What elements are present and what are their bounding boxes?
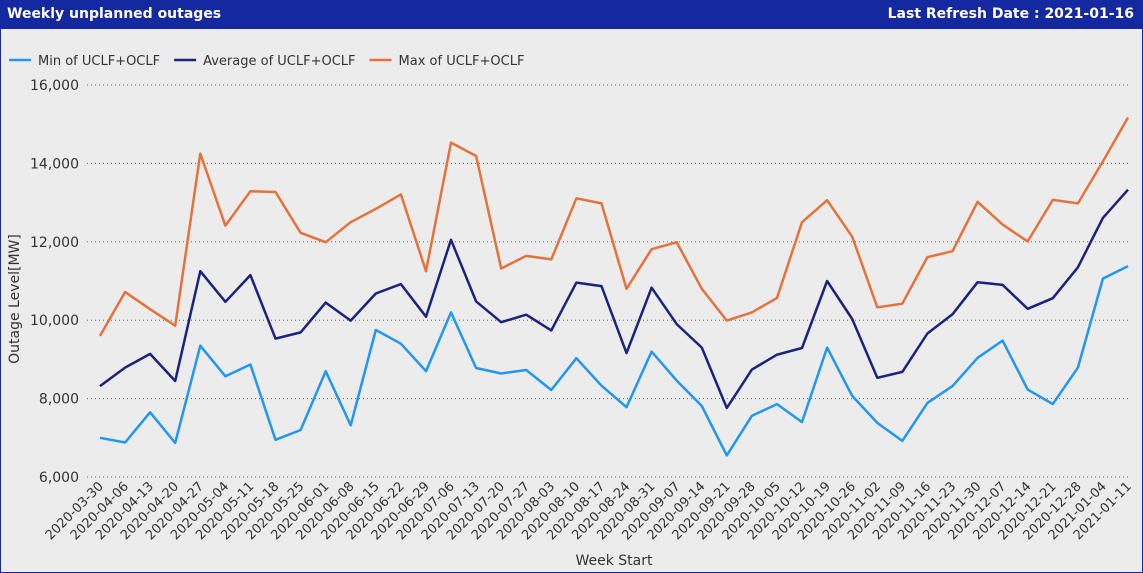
series-line-min — [99, 264, 1129, 457]
legend-label-min: Min of UCLF+OCLF — [38, 54, 160, 69]
x-axis-title: Week Start — [575, 553, 653, 569]
y-axis-title: Outage Level[MW] — [7, 234, 23, 364]
refresh-date: 2021-01-16 — [1044, 6, 1134, 22]
report-title: Weekly unplanned outages — [7, 6, 222, 22]
legend-label-max: Max of UCLF+OCLF — [399, 54, 525, 69]
last-refresh: Last Refresh Date : 2021-01-16 — [888, 6, 1134, 22]
legend-label-average: Average of UCLF+OCLF — [203, 54, 355, 69]
report-header: Weekly unplanned outages Last Refresh Da… — [1, 1, 1142, 29]
x-axis: 2020-03-302020-04-062020-04-132020-04-20… — [43, 479, 1135, 543]
refresh-label: Last Refresh Date : — [887, 6, 1040, 22]
chart-series — [98, 116, 1130, 457]
y-tick-label: 14,000 — [30, 156, 79, 172]
outage-line-chart: Min of UCLF+OCLF Average of UCLF+OCLF Max … — [7, 54, 1135, 569]
y-tick-label: 12,000 — [30, 235, 79, 251]
y-tick-label: 6,000 — [39, 470, 79, 486]
chart-legend: Min of UCLF+OCLF Average of UCLF+OCLF Max … — [9, 54, 524, 69]
series-line-average — [99, 188, 1129, 410]
y-tick-label: 16,000 — [30, 78, 79, 94]
y-tick-label: 10,000 — [30, 313, 79, 329]
y-axis: 6,000 8,000 10,000 12,000 14,000 16,000 — [30, 78, 79, 486]
series-line-max — [98, 116, 1130, 337]
y-tick-label: 8,000 — [39, 392, 79, 408]
